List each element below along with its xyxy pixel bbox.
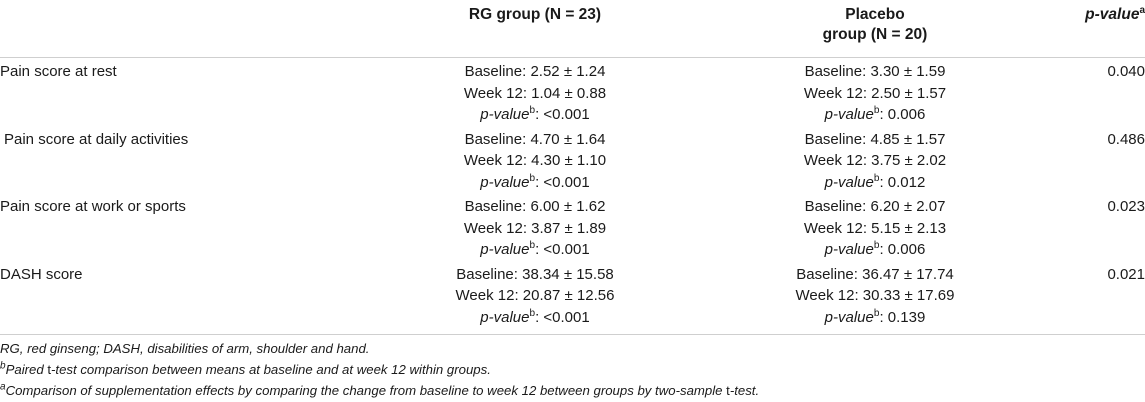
header-rg-group: RG group (N = 23) (355, 0, 715, 58)
footnote-a: aComparison of supplementation effects b… (0, 380, 1145, 401)
table-footnotes: RG, red ginseng; DASH, disabilities of a… (0, 338, 1145, 401)
between-group-p-value: 0.021 (1107, 265, 1145, 283)
header-placebo-line1: Placebo (845, 6, 905, 23)
rg-baseline: Baseline: 4.70 ± 1.64 (464, 130, 606, 148)
p-sup: b (529, 172, 536, 184)
rg-week12: Week 12: 20.87 ± 12.56 (455, 287, 615, 304)
rg-p-within: p-valueb: <0.001 (355, 104, 715, 126)
footnote-a-post: -test. (729, 383, 760, 398)
p-label: p-value (480, 241, 530, 258)
placebo-values: Baseline: 4.85 ± 1.57 Week 12: 3.75 ± 2.… (715, 126, 1035, 194)
row-label: DASH score (0, 265, 83, 283)
p-label: p-value (824, 308, 874, 326)
p-sup: b (873, 240, 880, 251)
rg-week12: Week 12: 3.87 ± 1.89 (463, 219, 607, 237)
rg-p-within: p-valueb: <0.001 (355, 239, 715, 261)
footnote-a-test: t (726, 383, 730, 398)
p-number: : <0.001 (535, 241, 590, 258)
table-header: RG group (N = 23) Placebo group (N = 20)… (0, 0, 1145, 58)
placebo-values: Baseline: 36.47 ± 17.74 Week 12: 30.33 ±… (715, 261, 1035, 335)
placebo-p-within: p-valueb: 0.012 (715, 172, 1035, 194)
header-p-value-sup: a (1139, 4, 1145, 16)
rg-week12: Week 12: 4.30 ± 1.10 (463, 152, 607, 169)
footnote-a-pre: Comparison of supplementation effects by… (5, 383, 727, 398)
p-label: p-value (480, 173, 530, 191)
header-row: RG group (N = 23) Placebo group (N = 20)… (0, 0, 1145, 58)
table-row: Pain score at daily activities Baseline:… (0, 126, 1145, 194)
footnote-abbreviations: RG, red ginseng; DASH, disabilities of a… (0, 341, 370, 356)
p-label: p-value (480, 308, 530, 326)
placebo-p-within: p-valueb: 0.006 (715, 239, 1035, 261)
header-label (0, 0, 355, 58)
between-group-p-value: 0.486 (1107, 130, 1145, 148)
p-number: : 0.006 (879, 106, 926, 123)
p-number: : 0.139 (879, 308, 926, 326)
placebo-values: Baseline: 3.30 ± 1.59 Week 12: 2.50 ± 1.… (715, 58, 1035, 126)
row-label: Pain score at rest (0, 63, 117, 80)
rg-baseline: Baseline: 2.52 ± 1.24 (464, 63, 606, 80)
between-group-p-value: 0.023 (1107, 198, 1145, 215)
p-number: : <0.001 (535, 173, 590, 191)
table-row: Pain score at work or sports Baseline: 6… (0, 193, 1145, 261)
placebo-week12: Week 12: 5.15 ± 2.13 (803, 219, 947, 237)
rg-values: Baseline: 38.34 ± 15.58 Week 12: 20.87 ±… (355, 261, 715, 335)
table-body: Pain score at rest Baseline: 2.52 ± 1.24… (0, 58, 1145, 335)
p-sup: b (529, 240, 536, 251)
footnote-a-marker: a (0, 381, 6, 393)
p-sup: b (529, 307, 536, 319)
p-label: p-value (824, 106, 874, 123)
p-number: : <0.001 (535, 308, 590, 326)
row-label: Pain score at daily activities (4, 130, 189, 148)
p-label: p-value (824, 173, 874, 191)
results-table-container: RG group (N = 23) Placebo group (N = 20)… (0, 0, 1145, 335)
placebo-week12: Week 12: 3.75 ± 2.02 (803, 152, 947, 169)
placebo-baseline: Baseline: 36.47 ± 17.74 (796, 265, 954, 283)
p-sup: b (873, 172, 880, 184)
placebo-week12: Week 12: 30.33 ± 17.69 (795, 287, 955, 304)
placebo-baseline: Baseline: 3.30 ± 1.59 (804, 63, 946, 80)
footnote-b-pre: Paired (5, 362, 48, 377)
p-number: : 0.012 (879, 173, 926, 191)
footnote-b-marker: b (0, 360, 6, 372)
rg-values: Baseline: 6.00 ± 1.62 Week 12: 3.87 ± 1.… (355, 193, 715, 261)
p-sup: b (873, 307, 880, 319)
table-row: DASH score Baseline: 38.34 ± 15.58 Week … (0, 261, 1145, 335)
p-number: : <0.001 (535, 106, 590, 123)
placebo-week12: Week 12: 2.50 ± 1.57 (803, 84, 947, 102)
rg-baseline: Baseline: 38.34 ± 15.58 (456, 265, 614, 283)
p-label: p-value (480, 106, 530, 123)
table-row: Pain score at rest Baseline: 2.52 ± 1.24… (0, 58, 1145, 126)
p-label: p-value (824, 241, 874, 258)
rg-p-within: p-valueb: <0.001 (355, 307, 715, 329)
between-group-p-value: 0.040 (1107, 63, 1145, 80)
p-number: : 0.006 (879, 241, 926, 258)
header-placebo-group: Placebo group (N = 20) (715, 0, 1035, 58)
placebo-baseline: Baseline: 6.20 ± 2.07 (804, 198, 946, 215)
row-label: Pain score at work or sports (0, 198, 186, 215)
rg-p-within: p-valueb: <0.001 (355, 172, 715, 194)
rg-week12: Week 12: 1.04 ± 0.88 (463, 84, 607, 102)
results-table: RG group (N = 23) Placebo group (N = 20)… (0, 0, 1145, 335)
footnote-b-test: t (47, 362, 52, 377)
rg-values: Baseline: 2.52 ± 1.24 Week 12: 1.04 ± 0.… (355, 58, 715, 126)
p-sup: b (873, 105, 880, 116)
placebo-p-within: p-valueb: 0.006 (715, 104, 1035, 126)
header-p-value: p-valuea (1035, 0, 1145, 58)
placebo-baseline: Baseline: 4.85 ± 1.57 (804, 130, 946, 148)
footnote-b-post: -test comparison between means at baseli… (51, 362, 491, 377)
placebo-p-within: p-valueb: 0.139 (715, 307, 1035, 329)
header-rg-text: RG group (N = 23) (468, 6, 602, 23)
placebo-values: Baseline: 6.20 ± 2.07 Week 12: 5.15 ± 2.… (715, 193, 1035, 261)
header-p-value-text: p-value (1085, 6, 1140, 23)
rg-values: Baseline: 4.70 ± 1.64 Week 12: 4.30 ± 1.… (355, 126, 715, 194)
p-sup: b (529, 105, 536, 116)
header-placebo-line2: group (N = 20) (822, 26, 928, 43)
rg-baseline: Baseline: 6.00 ± 1.62 (464, 198, 606, 215)
footnote-b: bPaired t-test comparison between means … (0, 359, 1145, 380)
